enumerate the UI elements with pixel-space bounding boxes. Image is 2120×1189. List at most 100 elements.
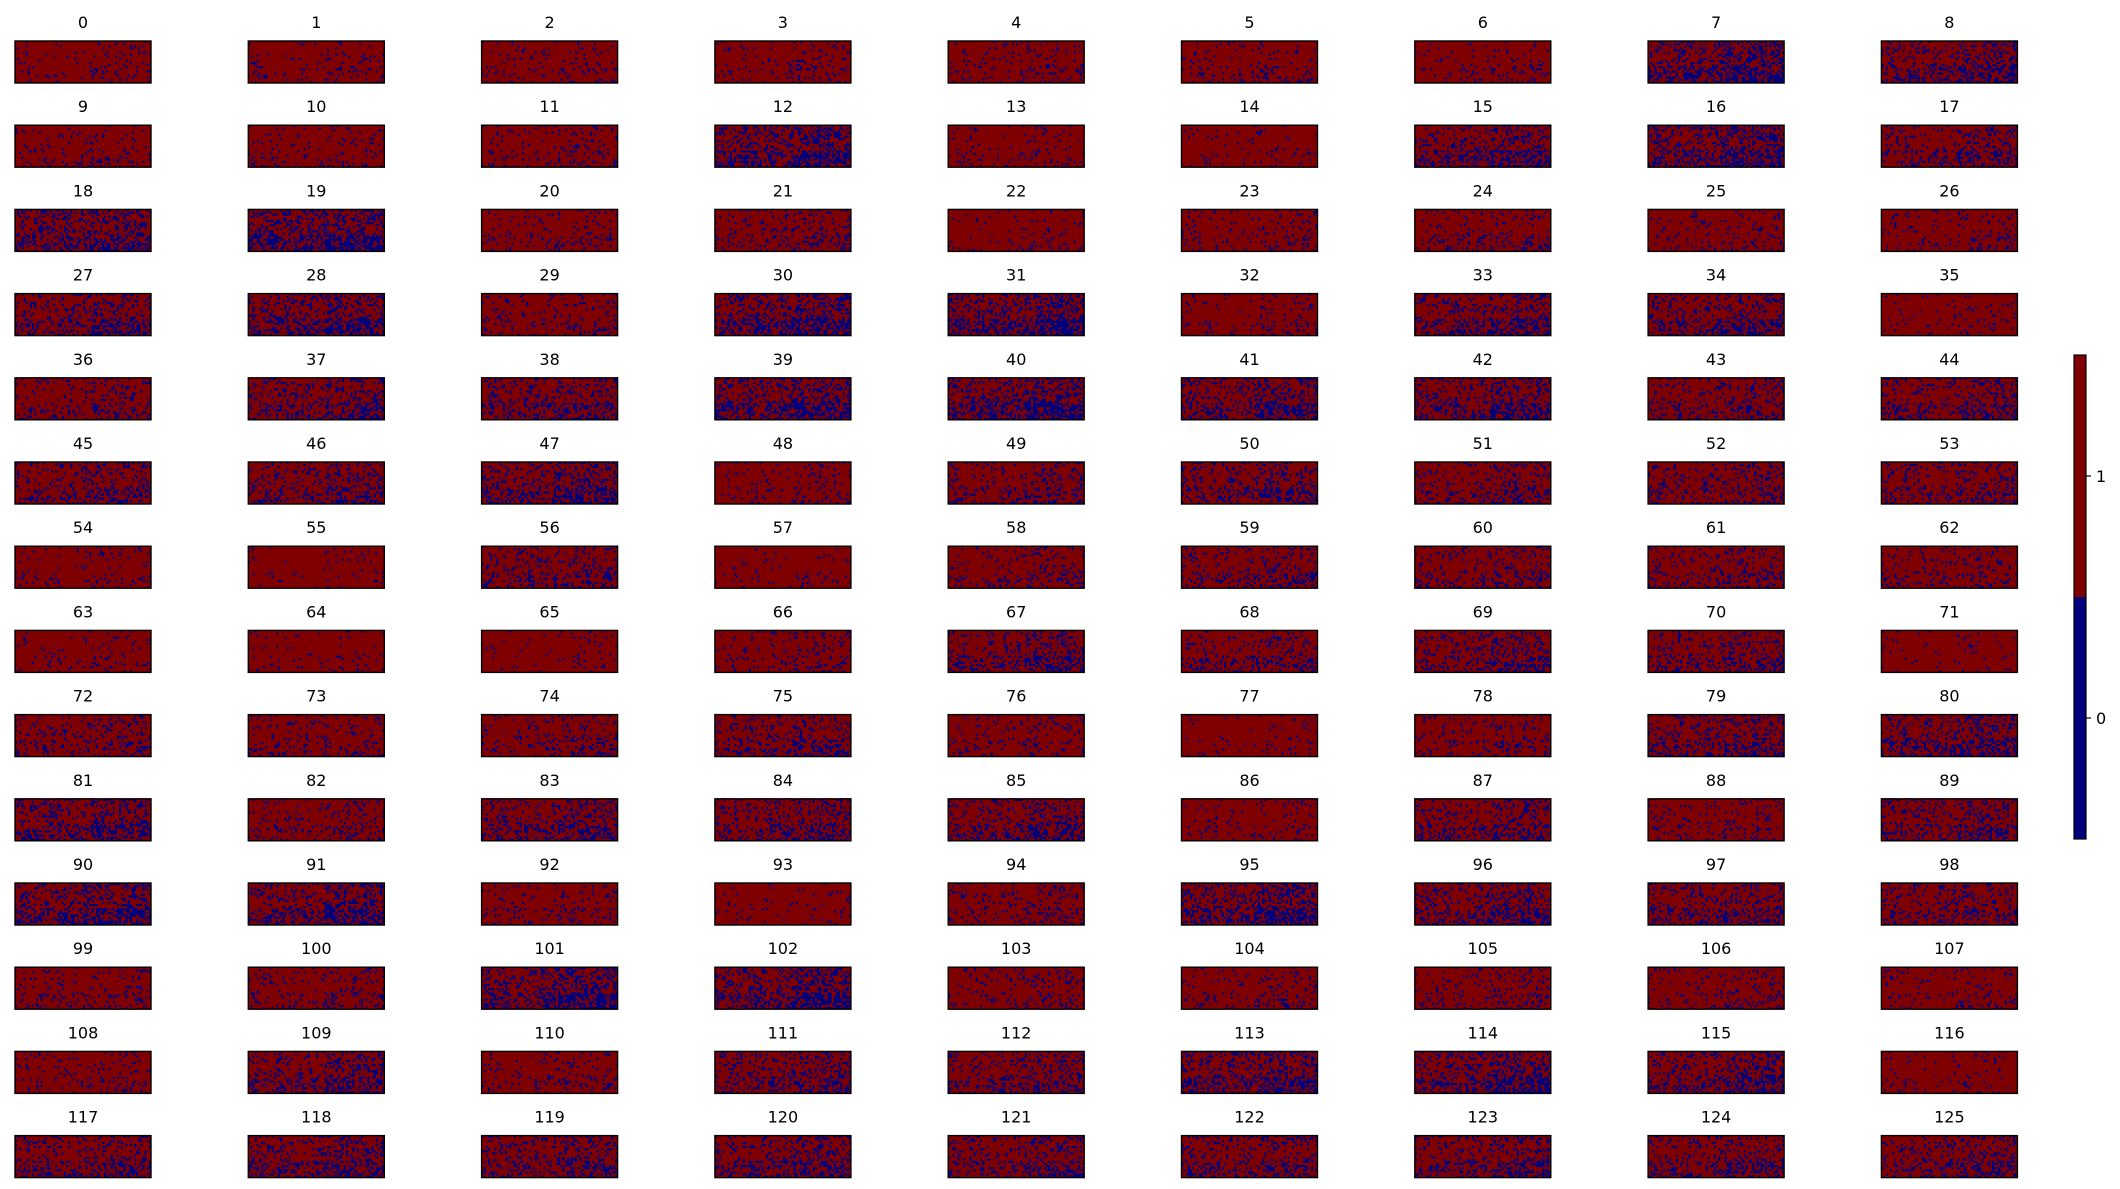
panel-frame bbox=[1414, 882, 1552, 926]
panel-texture bbox=[1881, 714, 2018, 757]
panel-title: 18 bbox=[73, 181, 93, 200]
panel-frame bbox=[1880, 966, 2019, 1010]
panel-title: 44 bbox=[1939, 350, 1959, 369]
heatmap-panel: 124 bbox=[1647, 1108, 1785, 1179]
panel-title: 113 bbox=[1234, 1023, 1265, 1042]
panel-texture bbox=[948, 714, 1085, 757]
panel-texture bbox=[1181, 293, 1318, 336]
panel-title: 64 bbox=[306, 602, 326, 621]
panel-title: 111 bbox=[768, 1023, 799, 1042]
panel-texture bbox=[1881, 377, 2018, 420]
panel-frame bbox=[14, 40, 152, 84]
panel-frame bbox=[714, 882, 852, 926]
colorbar-tick-label: 1 bbox=[2096, 467, 2106, 486]
panel-texture bbox=[1648, 883, 1785, 925]
panel-title: 125 bbox=[1934, 1108, 1965, 1127]
panel-title: 123 bbox=[1468, 1108, 1499, 1127]
panel-texture bbox=[1648, 209, 1785, 252]
panel-title: 47 bbox=[539, 434, 559, 453]
panel-frame bbox=[947, 292, 1085, 337]
panel-title: 101 bbox=[534, 939, 565, 958]
panel-title: 49 bbox=[1006, 434, 1026, 453]
panel-title: 103 bbox=[1001, 939, 1032, 958]
heatmap-panel: 29 bbox=[480, 266, 619, 337]
panel-frame bbox=[247, 208, 386, 253]
panel-frame bbox=[1880, 713, 2019, 758]
panel-frame bbox=[1414, 1050, 1552, 1095]
panel-frame bbox=[714, 629, 852, 674]
heatmap-panel: 28 bbox=[247, 266, 386, 337]
panel-title: 21 bbox=[773, 181, 793, 200]
panel-title: 48 bbox=[773, 434, 793, 453]
panel-texture bbox=[15, 293, 151, 336]
panel-texture bbox=[1648, 377, 1785, 420]
heatmap-panel: 118 bbox=[247, 1108, 386, 1179]
heatmap-panel: 90 bbox=[14, 855, 152, 926]
heatmap-panel: 76 bbox=[947, 687, 1085, 758]
panel-texture bbox=[1648, 41, 1785, 83]
panel-texture bbox=[714, 630, 851, 673]
heatmap-panel: 117 bbox=[14, 1108, 152, 1179]
panel-title: 68 bbox=[1239, 602, 1259, 621]
panel-frame bbox=[247, 1134, 386, 1179]
panel-texture bbox=[1648, 125, 1785, 168]
panel-frame bbox=[1880, 377, 2019, 421]
panel-title: 114 bbox=[1468, 1023, 1499, 1042]
panel-frame bbox=[480, 40, 619, 84]
panel-frame bbox=[1647, 1134, 1785, 1179]
heatmap-panel: 38 bbox=[480, 350, 619, 421]
panel-title: 19 bbox=[306, 181, 326, 200]
heatmap-panel: 2 bbox=[480, 13, 619, 84]
panel-frame bbox=[947, 124, 1085, 168]
panel-frame bbox=[1647, 966, 1785, 1010]
heatmap-panel: 79 bbox=[1647, 687, 1785, 758]
panel-texture bbox=[948, 630, 1085, 673]
panel-title: 116 bbox=[1934, 1023, 1965, 1042]
heatmap-panel: 113 bbox=[1180, 1023, 1319, 1095]
panel-frame bbox=[947, 377, 1085, 421]
heatmap-panel: 67 bbox=[947, 602, 1085, 674]
heatmap-panel: 100 bbox=[247, 939, 386, 1010]
panel-texture bbox=[15, 714, 151, 757]
panel-texture bbox=[15, 377, 151, 420]
panel-texture bbox=[248, 883, 385, 925]
panel-frame bbox=[480, 208, 619, 253]
panel-texture bbox=[714, 377, 851, 420]
panel-title: 85 bbox=[1006, 771, 1026, 790]
heatmap-panel: 4 bbox=[947, 13, 1085, 84]
heatmap-panel: 7 bbox=[1647, 13, 1785, 84]
panel-frame bbox=[947, 966, 1085, 1010]
panel-title: 42 bbox=[1473, 350, 1493, 369]
panel-title: 26 bbox=[1939, 181, 1959, 200]
panel-title: 94 bbox=[1006, 855, 1026, 874]
panel-title: 37 bbox=[306, 350, 326, 369]
panel-title: 97 bbox=[1706, 855, 1726, 874]
heatmap-panel: 32 bbox=[1180, 266, 1319, 337]
panel-title: 13 bbox=[1006, 97, 1026, 116]
panel-title: 63 bbox=[73, 602, 93, 621]
panel-frame bbox=[947, 208, 1085, 253]
panel-title: 59 bbox=[1239, 518, 1259, 537]
panel-texture bbox=[1881, 630, 2018, 673]
panel-title: 70 bbox=[1706, 602, 1726, 621]
panel-title: 3 bbox=[778, 13, 788, 32]
heatmap-panel: 116 bbox=[1880, 1023, 2019, 1095]
heatmap-panel: 102 bbox=[714, 939, 852, 1010]
panel-texture bbox=[248, 714, 385, 757]
panel-title: 110 bbox=[534, 1023, 565, 1042]
panel-title: 109 bbox=[301, 1023, 332, 1042]
panel-title: 17 bbox=[1939, 97, 1959, 116]
panel-frame bbox=[1414, 377, 1552, 421]
heatmap-panel: 75 bbox=[714, 687, 852, 758]
panel-texture bbox=[714, 967, 851, 1010]
panel-frame bbox=[14, 461, 152, 505]
panel-texture bbox=[1648, 798, 1785, 841]
panel-title: 93 bbox=[773, 855, 793, 874]
panel-frame bbox=[480, 1134, 619, 1179]
panel-frame bbox=[14, 545, 152, 589]
panel-frame bbox=[1880, 461, 2019, 505]
heatmap-panel: 36 bbox=[14, 350, 152, 421]
heatmap-panel: 78 bbox=[1414, 687, 1552, 758]
panel-texture bbox=[1881, 1051, 2018, 1094]
panel-frame bbox=[1414, 292, 1552, 337]
